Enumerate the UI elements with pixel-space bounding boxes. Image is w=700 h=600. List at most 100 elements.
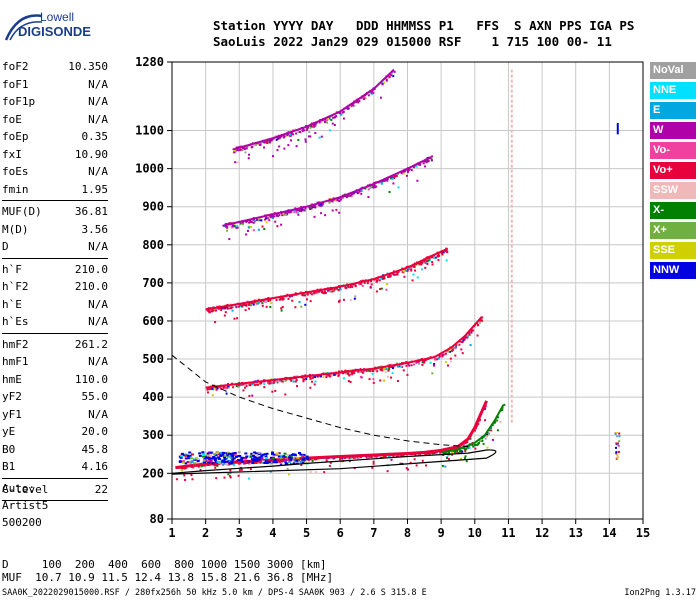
echo-point <box>256 383 259 386</box>
echo-point <box>338 370 341 373</box>
echo-point <box>241 147 244 150</box>
echo-point <box>213 459 217 462</box>
echo-point <box>302 128 305 131</box>
echo-point <box>394 273 397 276</box>
echo-point <box>399 462 402 465</box>
param-name: fmin <box>2 182 29 196</box>
echo-point <box>228 238 231 241</box>
echo-point <box>288 460 292 463</box>
echo-point <box>314 471 317 474</box>
echo-point <box>274 461 278 464</box>
echo-point <box>348 460 351 463</box>
echo-point <box>274 220 277 223</box>
echo-point <box>349 194 352 197</box>
echo-point <box>479 319 482 322</box>
echo-point <box>615 451 618 454</box>
echo-point <box>421 459 424 462</box>
echo-point <box>415 362 418 365</box>
echo-point <box>241 223 244 226</box>
echo-point <box>615 442 618 445</box>
echo-point <box>313 291 316 294</box>
echo-point <box>403 170 406 173</box>
echo-point <box>362 97 365 100</box>
echo-point <box>388 190 391 193</box>
x-tick-label: 4 <box>269 526 276 540</box>
echo-point <box>237 474 240 477</box>
param-name: foF1 <box>2 77 29 91</box>
echo-point <box>310 293 313 296</box>
param-name: foF1p <box>2 95 36 108</box>
echo-point <box>242 389 245 392</box>
y-tick-label: 1000 <box>135 162 164 176</box>
echo-point <box>257 219 260 222</box>
echo-point <box>271 216 274 219</box>
echo-point <box>464 336 467 339</box>
param-row: hmF1 N/A <box>2 353 108 371</box>
param-name: B0 <box>2 442 16 456</box>
echo-point <box>263 453 267 456</box>
echo-point <box>224 306 227 309</box>
param-row: B0 45.8 <box>2 441 108 459</box>
echo-point <box>250 454 254 457</box>
auto-artist: Artist5 <box>2 499 49 512</box>
echo-point <box>284 213 287 216</box>
param-value: 55.0 <box>81 390 109 403</box>
echo-point <box>314 376 317 379</box>
echo-point <box>184 454 188 457</box>
echo-point <box>250 301 253 304</box>
echo-point <box>244 151 247 154</box>
echo-point <box>451 453 454 456</box>
echo-point <box>329 461 332 464</box>
echo-point <box>244 457 248 460</box>
echo-point <box>298 208 301 211</box>
echo-point <box>363 96 366 99</box>
echo-point <box>223 458 227 461</box>
param-row: foE N/A <box>2 111 108 129</box>
echo-point <box>216 464 219 467</box>
echo-point <box>239 459 243 462</box>
echo-point <box>402 270 405 273</box>
echo-point <box>410 169 413 172</box>
echo-point <box>263 141 266 144</box>
param-name: foE <box>2 112 22 126</box>
echo-point <box>278 137 281 140</box>
legend-item-ssw: SSW <box>650 182 696 199</box>
echo-point <box>422 162 425 165</box>
echo-point <box>288 211 291 214</box>
echo-point <box>203 458 207 461</box>
echo-point <box>187 455 191 458</box>
echo-point <box>264 455 268 458</box>
echo-point <box>466 446 469 449</box>
param-row: yF1 N/A <box>2 406 108 424</box>
echo-point <box>229 475 232 478</box>
param-name: C-level <box>2 482 49 496</box>
echo-point <box>287 473 290 476</box>
echo-point <box>260 454 264 457</box>
echo-point <box>292 380 295 383</box>
echo-point <box>417 360 420 363</box>
echo-point <box>224 462 228 465</box>
echo-point <box>186 460 190 463</box>
echo-point <box>263 227 266 230</box>
echo-point <box>302 458 306 461</box>
echo-point <box>320 202 323 205</box>
echo-point <box>197 465 200 468</box>
echo-point <box>249 226 252 229</box>
echo-point <box>472 329 475 332</box>
echo-point <box>280 309 283 312</box>
echo-point <box>236 226 239 229</box>
echo-point <box>268 139 271 142</box>
echo-point <box>226 306 229 309</box>
echo-point <box>214 321 217 324</box>
echo-point <box>290 454 294 457</box>
echo-point <box>416 276 419 279</box>
echo-point <box>496 429 499 432</box>
echo-point <box>414 269 417 272</box>
echo-point <box>356 100 359 103</box>
y-tick-label: 400 <box>142 390 164 404</box>
echo-point <box>340 457 343 460</box>
echo-point <box>267 300 270 303</box>
echo-point <box>222 459 226 462</box>
echo-point <box>434 256 437 259</box>
echo-point <box>350 371 353 374</box>
